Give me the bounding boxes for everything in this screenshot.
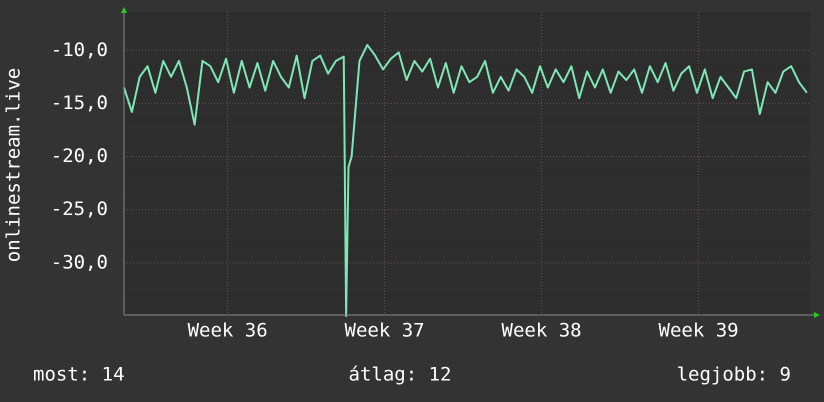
x-tick-label: Week 39 — [659, 320, 739, 342]
y-tick-label: -15,0 — [51, 92, 108, 114]
x-tick-label: Week 38 — [502, 320, 582, 342]
x-tick-label: Week 36 — [188, 320, 268, 342]
y-axis-label: onlinestream.live — [3, 68, 25, 262]
plot-area — [124, 12, 810, 315]
footer-best: legjobb: 9 — [677, 364, 791, 386]
y-tick-label: -25,0 — [51, 198, 108, 220]
x-tick-label: Week 37 — [345, 320, 425, 342]
footer-current: most: 14 — [33, 364, 125, 386]
x-arrow — [814, 312, 820, 318]
y-tick-label: -30,0 — [51, 251, 108, 273]
footer-average: átlag: 12 — [349, 364, 452, 386]
y-tick-label: -10,0 — [51, 39, 108, 61]
line-series — [123, 43, 808, 318]
y-arrow — [121, 7, 127, 13]
y-tick-label: -20,0 — [51, 145, 108, 167]
